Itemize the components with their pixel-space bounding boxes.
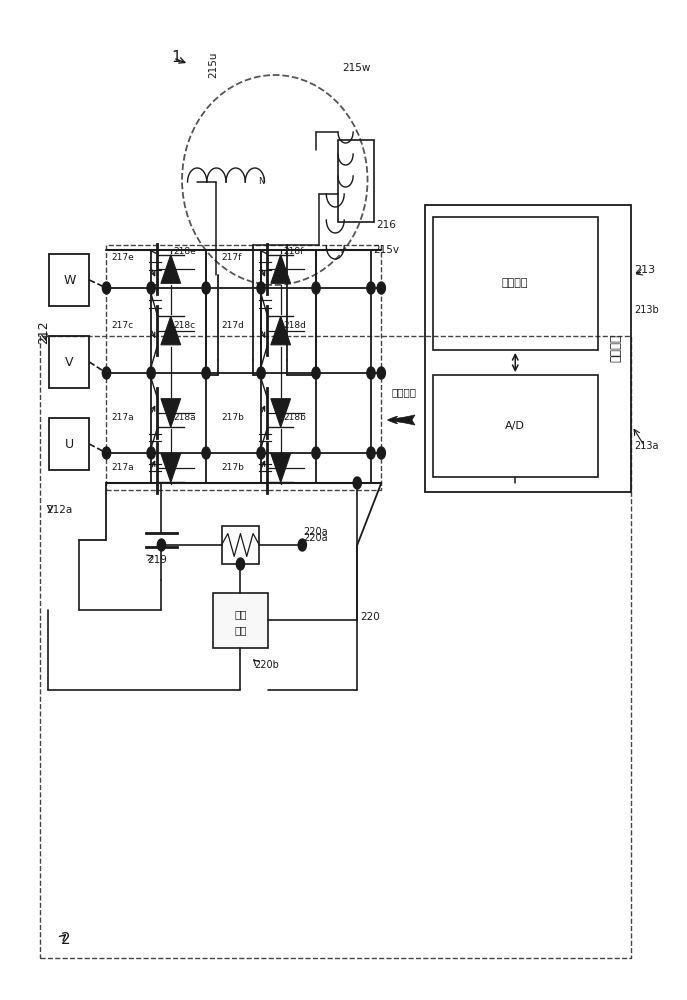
Text: 选通信号: 选通信号 (392, 387, 416, 397)
Text: 212a: 212a (47, 505, 73, 515)
Text: 218b: 218b (283, 414, 306, 422)
Circle shape (157, 539, 166, 551)
Circle shape (298, 539, 306, 551)
Polygon shape (271, 255, 291, 283)
Text: 检测: 检测 (234, 609, 247, 619)
Bar (433, 217, 598, 350)
Text: 215u: 215u (208, 52, 218, 78)
Text: 213a: 213a (634, 441, 659, 451)
Text: 218d: 218d (283, 321, 306, 330)
Polygon shape (161, 399, 181, 427)
Text: 220b: 220b (254, 660, 279, 670)
Text: 217a: 217a (111, 464, 134, 473)
Circle shape (353, 477, 361, 489)
Text: 217b: 217b (221, 414, 244, 422)
Text: 微计算机: 微计算机 (502, 278, 528, 288)
Circle shape (377, 367, 385, 379)
Polygon shape (161, 255, 181, 283)
Text: 217f: 217f (221, 252, 242, 261)
Circle shape (147, 282, 155, 294)
Text: 电路: 电路 (234, 625, 247, 635)
Circle shape (367, 282, 375, 294)
Text: 217b: 217b (221, 464, 244, 473)
Circle shape (147, 447, 155, 459)
Circle shape (257, 447, 265, 459)
Polygon shape (161, 316, 181, 345)
Circle shape (312, 367, 320, 379)
Text: 220: 220 (361, 612, 381, 622)
Polygon shape (271, 316, 291, 345)
Bar (213, 592, 268, 648)
Text: 1: 1 (172, 49, 181, 64)
Text: 216: 216 (376, 220, 396, 230)
Bar (49, 336, 89, 388)
Bar (49, 418, 89, 470)
Text: 217e: 217e (111, 252, 134, 261)
Bar (221, 526, 259, 564)
Polygon shape (161, 454, 181, 482)
Text: 2: 2 (60, 932, 70, 948)
Bar (425, 205, 631, 492)
Circle shape (257, 282, 265, 294)
Text: 218c: 218c (173, 321, 195, 330)
Circle shape (312, 282, 320, 294)
Text: 215w: 215w (342, 63, 370, 73)
Circle shape (367, 447, 375, 459)
Text: W: W (63, 273, 76, 286)
Circle shape (102, 447, 111, 459)
Text: 217c: 217c (111, 321, 133, 330)
Text: 218a: 218a (173, 414, 196, 422)
Circle shape (377, 282, 385, 294)
Bar (433, 375, 598, 477)
Text: 213: 213 (634, 265, 655, 275)
Text: 220a: 220a (304, 533, 328, 543)
Bar (49, 254, 89, 306)
Text: 控制单元: 控制单元 (609, 334, 622, 362)
Circle shape (147, 367, 155, 379)
Text: N: N (258, 178, 264, 186)
Text: 215v: 215v (373, 245, 399, 255)
Circle shape (202, 282, 210, 294)
Circle shape (202, 367, 210, 379)
Bar (40, 336, 631, 958)
Circle shape (257, 367, 265, 379)
Text: 212: 212 (37, 320, 49, 344)
Bar (106, 245, 381, 490)
Text: 213b: 213b (634, 305, 659, 315)
Circle shape (236, 558, 245, 570)
Circle shape (202, 447, 210, 459)
Text: 218f: 218f (283, 246, 304, 255)
Text: V: V (65, 356, 74, 368)
Text: A/D: A/D (506, 421, 525, 431)
Circle shape (377, 447, 385, 459)
Bar (338, 140, 374, 222)
Circle shape (367, 367, 375, 379)
Text: 217a: 217a (111, 414, 134, 422)
Circle shape (102, 282, 111, 294)
Polygon shape (271, 399, 291, 427)
Polygon shape (271, 454, 291, 482)
Circle shape (312, 447, 320, 459)
Text: 217d: 217d (221, 321, 244, 330)
Text: 220a: 220a (304, 527, 328, 537)
Text: 218e: 218e (173, 246, 196, 255)
Circle shape (102, 367, 111, 379)
Text: U: U (65, 438, 74, 450)
Text: 219: 219 (148, 555, 168, 565)
